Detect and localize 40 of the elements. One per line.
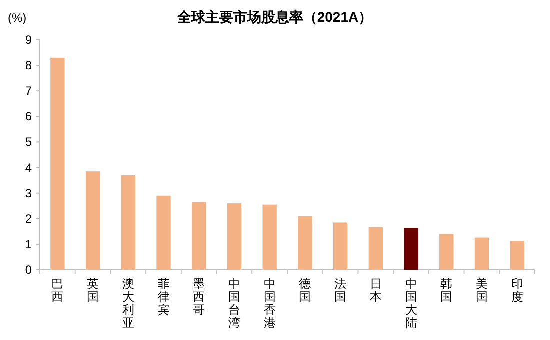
bar xyxy=(86,172,100,270)
y-tick-label: 5 xyxy=(25,135,32,150)
y-tick-label: 9 xyxy=(25,33,32,47)
x-tick-label: 法国 xyxy=(334,277,347,304)
bar xyxy=(192,202,206,270)
x-tick-label: 中国香港 xyxy=(264,277,276,330)
x-tick-label: 英国 xyxy=(87,277,100,304)
bar xyxy=(121,175,136,270)
y-tick-label: 7 xyxy=(25,84,32,98)
bar xyxy=(227,204,242,270)
bar xyxy=(440,234,454,270)
bar xyxy=(262,204,277,270)
y-tick-label: 3 xyxy=(25,186,32,200)
x-tick-label: 美国 xyxy=(476,277,488,304)
y-tick-label: 8 xyxy=(25,58,32,73)
x-tick-label: 中国大陆 xyxy=(405,277,418,330)
bar xyxy=(368,227,383,270)
y-tick-label: 4 xyxy=(25,160,32,175)
bar xyxy=(50,58,65,270)
y-tick-label: 1 xyxy=(25,237,32,252)
x-tick-label: 墨西哥 xyxy=(193,277,206,317)
y-axis-title: (%) xyxy=(8,11,27,25)
x-tick-label: 德国 xyxy=(299,277,312,304)
bar xyxy=(404,228,418,270)
bar xyxy=(298,216,312,270)
x-tick-label: 澳大利亚 xyxy=(122,277,134,330)
x-tick-label: 巴西 xyxy=(52,277,64,304)
bar xyxy=(510,241,524,270)
x-tick-label: 日本 xyxy=(370,277,382,304)
x-tick-label: 韩国 xyxy=(440,277,453,304)
x-tick-label: 中国台湾 xyxy=(228,277,240,330)
bar xyxy=(156,196,171,270)
y-tick-label: 0 xyxy=(25,263,32,277)
bar xyxy=(333,222,348,270)
x-tick-label: 菲律宾 xyxy=(158,277,170,317)
y-tick-label: 2 xyxy=(25,212,32,226)
y-tick-label: 6 xyxy=(25,110,32,124)
bar xyxy=(474,238,490,270)
chart-title: 全球主要市场股息率（2021A） xyxy=(176,9,373,25)
x-tick-label: 印度 xyxy=(511,277,524,304)
